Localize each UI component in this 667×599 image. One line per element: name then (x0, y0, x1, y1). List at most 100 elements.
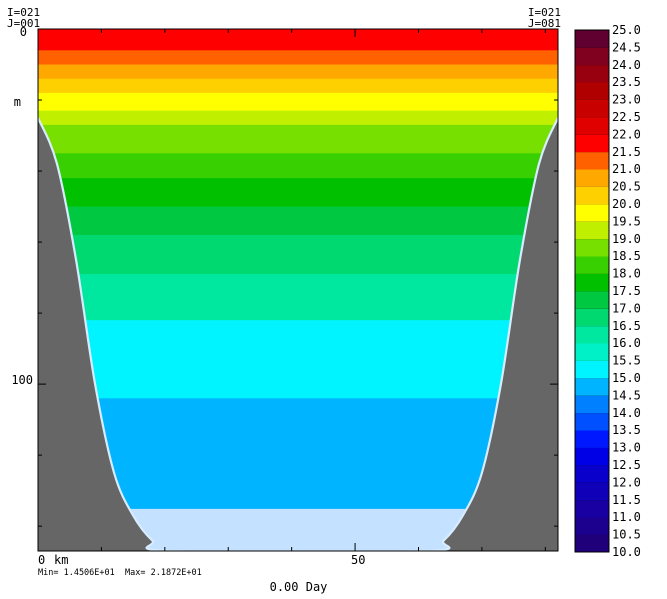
seafloor-edge (38, 117, 558, 551)
colorbar-swatch (575, 64, 609, 83)
colorbar-label: 16.5 (612, 319, 641, 333)
right-i-label: I=021 (527, 6, 561, 19)
colorbar-swatch (575, 325, 609, 344)
plot-frame (37, 28, 559, 552)
colorbar-swatch (575, 151, 609, 170)
colorbar-swatch (575, 360, 609, 379)
colorbar-label: 21.5 (612, 145, 641, 159)
temperature-band-12 (38, 320, 558, 399)
colorbar-label: 20.5 (612, 180, 641, 194)
colorbar-label: 13.0 (612, 441, 641, 455)
colorbar-label: 15.0 (612, 371, 641, 385)
colorbar-swatch (575, 82, 609, 100)
temperature-band-2 (38, 64, 558, 80)
colorbar-label: 19.5 (612, 214, 641, 228)
colorbar-swatch (575, 238, 609, 257)
x-tick-label-50: 50 (351, 553, 365, 567)
colorbar-label: 15.5 (612, 354, 641, 368)
colorbar-swatch (575, 395, 609, 414)
colorbar-label: 10.5 (612, 528, 641, 542)
colorbar-swatch (575, 482, 609, 501)
colorbar-swatch (575, 447, 609, 466)
colorbar-swatch (575, 169, 609, 187)
right-j-label: J=081 (527, 17, 561, 30)
colorbar-swatch (575, 499, 609, 518)
colorbar-swatch (575, 186, 609, 205)
temperature-band-9 (38, 206, 558, 236)
colorbar-swatch (575, 30, 609, 48)
colorbar-label: 17.5 (612, 284, 641, 298)
colorbar-swatch (575, 117, 609, 135)
x-unit-label: km (54, 553, 68, 567)
temperature-band-6 (38, 124, 558, 154)
colorbar-swatch (575, 99, 609, 118)
temperature-band-5 (38, 110, 558, 126)
temperature-field (38, 29, 558, 551)
x-tick-label-0: 0 (38, 553, 45, 567)
colorbar-swatch (575, 308, 609, 327)
colorbar-label: 11.5 (612, 493, 641, 507)
colorbar-swatch (575, 343, 609, 361)
colorbar-label: 23.0 (612, 93, 641, 107)
colorbar-swatch (575, 273, 609, 292)
colorbar-label: 23.5 (612, 75, 641, 89)
left-i-label: I=021 (7, 6, 41, 19)
colorbar-label: 16.0 (612, 336, 641, 350)
colorbar-swatch (575, 291, 609, 309)
colorbar-swatch (575, 465, 609, 483)
colorbar-label: 20.0 (612, 197, 641, 211)
colorbar-label: 14.5 (612, 388, 641, 402)
temperature-band-13 (38, 398, 558, 509)
colorbar-label: 12.5 (612, 458, 641, 472)
max-value: Max= 2.1872E+01 (125, 568, 202, 578)
temperature-band-4 (38, 92, 558, 112)
colorbar-label: 12.0 (612, 475, 641, 489)
y-unit-label: m (14, 95, 21, 109)
colorbar: 10.0 10.5 11.0 11.5 12.0 12.5 13.0 13.5 14.0 14.5… (574, 23, 641, 559)
axis-labels: 0 m 100 0 km 50 (11, 25, 365, 567)
colorbar-label: 11.0 (612, 510, 641, 524)
colorbar-label: 19.0 (612, 232, 641, 246)
temperature-band-11 (38, 274, 558, 321)
colorbar-swatch (575, 256, 609, 274)
temperature-band-0 (38, 29, 558, 51)
temperature-band-10 (38, 234, 558, 275)
colorbar-swatch (575, 378, 609, 396)
temperature-band-1 (38, 50, 558, 66)
time-label: 0.00 Day (269, 580, 328, 594)
colorbar-label: 24.0 (612, 58, 641, 72)
left-corner-labels: I=021 J=001 (7, 7, 40, 29)
temperature-band-8 (38, 178, 558, 208)
colorbar-swatch (575, 47, 609, 66)
y-tick-label-100: 100 (11, 373, 33, 387)
temperature-band-3 (38, 78, 558, 94)
right-corner-labels: I=021 J=081 (528, 7, 561, 29)
colorbar-label: 18.5 (612, 249, 641, 263)
colorbar-swatch (575, 517, 609, 535)
colorbar-label: 17.0 (612, 301, 641, 315)
bathymetry (38, 117, 558, 551)
plot-border (37, 28, 559, 552)
colorbar-swatch (575, 204, 609, 222)
colorbar-label: 25.0 (612, 23, 641, 37)
colorbar-label: 22.0 (612, 127, 641, 141)
min-max-stats: Min= 1.4506E+01 Max= 2.1872E+01 (38, 568, 202, 578)
colorbar-label: 14.0 (612, 406, 641, 420)
colorbar-label: 21.0 (612, 162, 641, 176)
colorbar-swatch (575, 412, 609, 431)
seafloor-fill (38, 117, 558, 551)
colorbar-swatch (575, 430, 609, 448)
colorbar-label: 13.5 (612, 423, 641, 437)
colorbar-swatch (575, 134, 609, 153)
colorbar-label: 10.0 (612, 545, 641, 559)
colorbar-label: 22.5 (612, 110, 641, 124)
colorbar-label: 24.5 (612, 40, 641, 54)
min-value: Min= 1.4506E+01 (38, 568, 115, 578)
temperature-band-7 (38, 153, 558, 179)
colorbar-swatch (575, 534, 609, 553)
y-tick-label-0: 0 (20, 25, 27, 39)
colorbar-swatch (575, 221, 609, 240)
colorbar-label: 18.0 (612, 267, 641, 281)
colorbar-border (574, 29, 610, 553)
